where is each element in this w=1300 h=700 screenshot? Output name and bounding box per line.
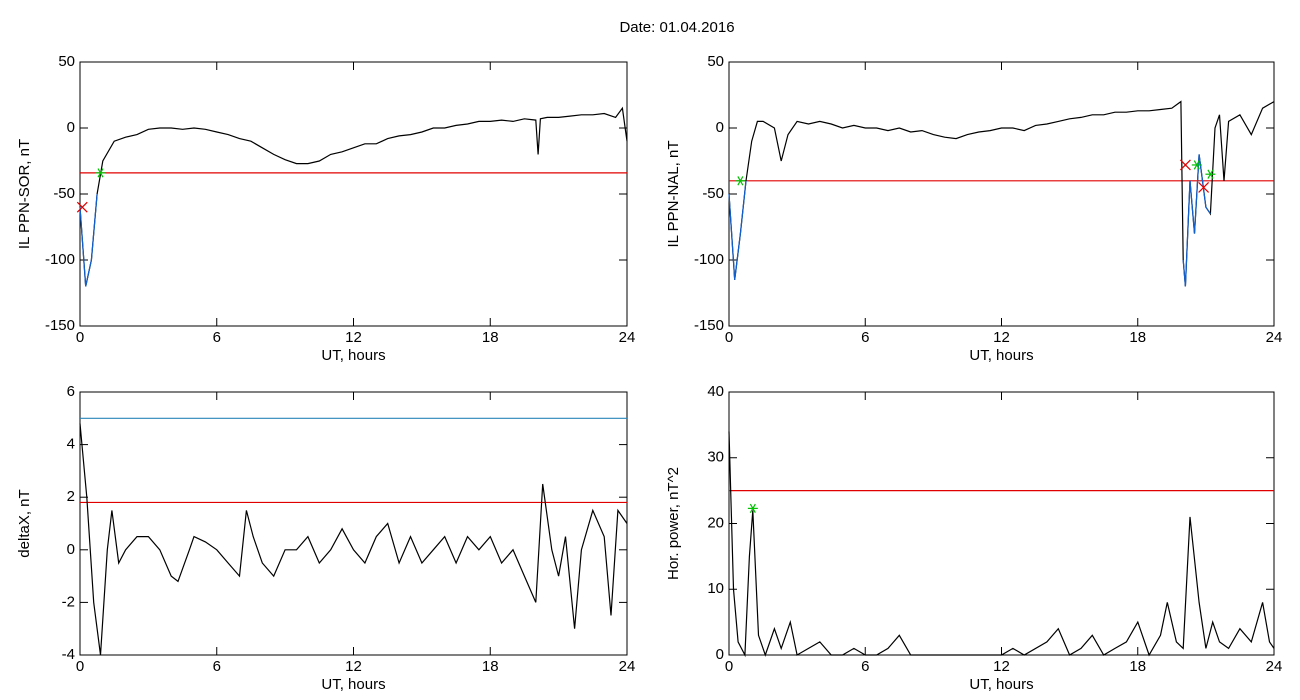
x-tick-label: 24 [619, 658, 636, 675]
plot-frame [79, 61, 628, 327]
y-tick-label: 40 [707, 383, 724, 400]
x-tick-label: 18 [482, 329, 499, 346]
x-tick-label: 12 [345, 329, 362, 346]
x-tick-label: 18 [1129, 658, 1146, 675]
y-tick-label: 0 [67, 541, 75, 558]
y-tick-label: -100 [45, 251, 75, 268]
marker-stroke [97, 168, 104, 178]
x-tick-label: 6 [213, 658, 221, 675]
x-tick-label: 24 [1266, 658, 1283, 675]
y-tick-label: 50 [707, 53, 724, 70]
x-tick-label: 0 [76, 658, 84, 675]
marker [1198, 181, 1210, 193]
x-tick-label: 24 [1266, 329, 1283, 346]
y-tick-label: 0 [716, 646, 724, 663]
marker [1180, 159, 1191, 171]
y-tick-label: 10 [707, 580, 724, 597]
y-axis-label: IL PPN-SOR, nT [16, 139, 33, 249]
y-axis-label: IL PPN-NAL, nT [665, 141, 682, 248]
data-line [728, 154, 1211, 287]
x-tick-label: 6 [861, 329, 869, 346]
marker-stroke [1180, 159, 1191, 171]
data-line [728, 100, 1275, 287]
plot-frame [728, 391, 1275, 656]
marker [747, 503, 758, 514]
y-tick-label: 4 [67, 436, 75, 453]
plot-frame [79, 391, 628, 656]
x-tick-label: 12 [993, 329, 1010, 346]
x-tick-label: 24 [619, 329, 636, 346]
y-tick-label: -150 [694, 317, 724, 334]
y-tick-label: 0 [716, 119, 724, 136]
y-tick-label: 20 [707, 514, 724, 531]
y-tick-label: 6 [67, 383, 75, 400]
marker-stroke [737, 176, 744, 186]
y-tick-label: -2 [62, 593, 75, 610]
y-axis-label: Hor. power, nT^2 [665, 467, 682, 580]
y-tick-label: 0 [67, 119, 75, 136]
y-tick-label: -50 [702, 185, 724, 202]
data-line [728, 431, 1275, 658]
x-tick-label: 0 [725, 329, 733, 346]
x-tick-label: 18 [482, 658, 499, 675]
y-tick-label: 30 [707, 449, 724, 466]
marker-stroke [1193, 160, 1200, 170]
page-title: Date: 01.04.2016 [619, 19, 734, 36]
plot-frame [728, 61, 1275, 327]
marker [1205, 169, 1216, 179]
data-line [79, 423, 628, 656]
marker-stroke [1198, 181, 1210, 193]
x-axis-label: UT, hours [969, 676, 1033, 693]
x-tick-label: 0 [725, 658, 733, 675]
y-tick-label: -4 [62, 646, 75, 663]
data-line [79, 106, 628, 287]
y-tick-label: -150 [45, 317, 75, 334]
marker [76, 201, 88, 213]
marker [1191, 160, 1202, 170]
y-axis-label: deltaX, nT [16, 489, 33, 557]
marker [95, 168, 106, 178]
y-tick-label: 2 [67, 488, 75, 505]
x-tick-label: 12 [345, 658, 362, 675]
y-tick-label: 50 [58, 53, 75, 70]
data-line [79, 193, 98, 287]
marker-stroke [749, 503, 756, 514]
y-tick-label: -50 [53, 185, 75, 202]
y-tick-label: -100 [694, 251, 724, 268]
x-tick-label: 6 [213, 329, 221, 346]
marker-stroke [1207, 169, 1214, 179]
x-tick-label: 6 [861, 658, 869, 675]
x-tick-label: 0 [76, 329, 84, 346]
x-axis-label: UT, hours [321, 676, 385, 693]
marker [735, 176, 746, 186]
x-tick-label: 18 [1129, 329, 1146, 346]
x-axis-label: UT, hours [969, 347, 1033, 364]
x-axis-label: UT, hours [321, 347, 385, 364]
marker-stroke [76, 201, 88, 213]
x-tick-label: 12 [993, 658, 1010, 675]
